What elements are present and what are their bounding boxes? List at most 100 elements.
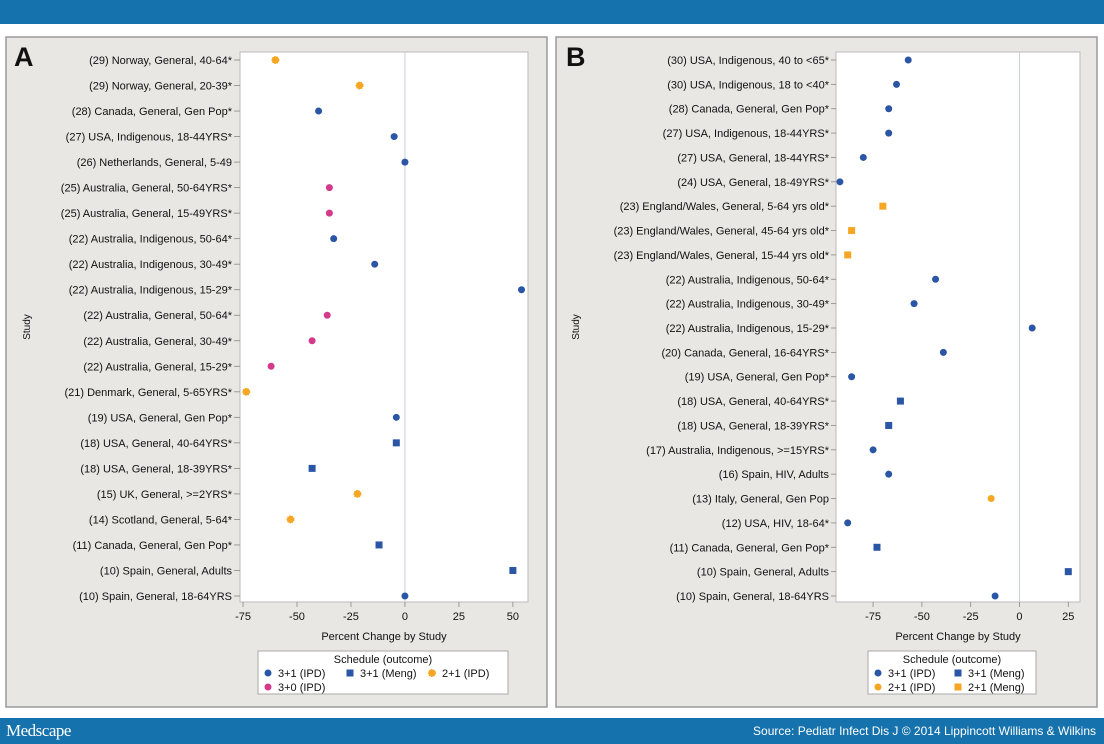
x-tick-label: -25 xyxy=(343,611,359,623)
x-tick-label: 25 xyxy=(453,611,465,623)
study-label: (22) Australia, General, 15-29* xyxy=(83,361,232,373)
x-tick-label: 25 xyxy=(1062,611,1074,623)
study-label: (25) Australia, General, 50-64YRS* xyxy=(61,183,233,195)
study-label: (23) England/Wales, General, 45-64 yrs o… xyxy=(614,226,830,238)
x-tick-label: -50 xyxy=(914,611,930,623)
study-label: (17) Australia, Indigenous, >=15YRS* xyxy=(646,445,830,457)
data-point xyxy=(353,489,362,498)
study-label: (28) Canada, General, Gen Pop* xyxy=(669,104,830,116)
study-label: (30) USA, Indigenous, 18 to <40* xyxy=(667,79,829,91)
plot-area xyxy=(239,51,529,603)
x-tick-label: 0 xyxy=(1016,611,1022,623)
study-label: (24) USA, General, 18-49YRS* xyxy=(677,177,829,189)
study-label: (10) Spain, General, 18-64YRS xyxy=(79,591,232,603)
study-label: (10) Spain, General, Adults xyxy=(100,565,233,577)
data-point xyxy=(885,129,893,137)
x-tick-label: -50 xyxy=(289,611,305,623)
data-point xyxy=(885,470,893,478)
data-point xyxy=(267,362,275,370)
data-point xyxy=(392,413,400,421)
data-point xyxy=(355,81,364,90)
legend-label: 2+1 (IPD) xyxy=(888,682,935,694)
data-point xyxy=(844,519,852,527)
study-label: (27) USA, Indigenous, 18-44YRS* xyxy=(663,128,830,140)
study-label: (19) USA, General, Gen Pop* xyxy=(685,372,830,384)
study-label: (22) Australia, Indigenous, 15-29* xyxy=(69,285,233,297)
study-label: (16) Spain, HIV, Adults xyxy=(719,469,830,481)
x-axis-title: Percent Change by Study xyxy=(321,631,447,643)
study-label: (15) UK, General, >=2YRS* xyxy=(97,489,233,501)
legend-title: Schedule (outcome) xyxy=(334,654,432,666)
panel-a: A (29) Norway, General, 40-64* (29) Norway… xyxy=(5,36,548,708)
study-label: (19) USA, General, Gen Pop* xyxy=(88,412,233,424)
y-axis-title: Study xyxy=(571,314,582,340)
data-point xyxy=(518,286,526,294)
data-point xyxy=(315,107,323,115)
study-label: (23) England/Wales, General, 5-64 yrs ol… xyxy=(620,201,830,213)
data-point xyxy=(509,566,517,574)
data-point xyxy=(271,56,280,64)
data-point xyxy=(910,300,918,308)
legend-marker xyxy=(954,683,962,691)
study-label: (11) Canada, General, Gen Pop* xyxy=(670,542,830,554)
data-point xyxy=(939,348,947,356)
legend-label: 3+0 (IPD) xyxy=(278,682,325,694)
medscape-logo: Medscape xyxy=(6,721,71,740)
data-point xyxy=(896,397,904,405)
study-label: (29) Norway, General, 40-64* xyxy=(89,55,233,67)
bottom-banner: Medscape Source: Pediatr Infect Dis J © … xyxy=(0,718,1104,744)
x-tick-label: 0 xyxy=(402,611,408,623)
data-point xyxy=(401,592,409,600)
x-tick-label: -75 xyxy=(235,611,251,623)
data-point xyxy=(325,184,333,192)
legend-title: Schedule (outcome) xyxy=(903,654,1001,666)
data-point xyxy=(879,202,887,210)
data-point xyxy=(390,133,398,141)
data-point xyxy=(375,541,383,549)
plot-area xyxy=(835,51,1081,603)
panel-letter: B xyxy=(566,42,586,72)
top-banner xyxy=(0,0,1104,24)
data-point xyxy=(325,209,333,217)
data-point xyxy=(885,105,893,113)
legend-marker xyxy=(346,669,354,677)
study-label: (22) Australia, General, 50-64* xyxy=(83,310,232,322)
legend-label: 2+1 (IPD) xyxy=(442,668,489,680)
study-label: (18) USA, General, 40-64YRS* xyxy=(80,438,232,450)
legend-label: 2+1 (Meng) xyxy=(968,682,1025,694)
study-label: (14) Scotland, General, 5-64* xyxy=(89,514,233,526)
legend: Schedule (outcome) 3+1 (IPD) 3+1 (Meng) 2+1… xyxy=(257,650,509,695)
study-label: (10) Spain, General, 18-64YRS xyxy=(676,591,829,603)
legend-marker xyxy=(264,669,272,677)
panel-letter: A xyxy=(14,42,34,72)
study-label: (22) Australia, Indigenous, 30-49* xyxy=(666,299,830,311)
data-point xyxy=(873,543,881,551)
x-axis-title: Percent Change by Study xyxy=(895,631,1021,643)
study-label: (22) Australia, Indigenous, 15-29* xyxy=(666,323,830,335)
study-label: (18) USA, General, 18-39YRS* xyxy=(80,463,232,475)
legend-marker xyxy=(954,669,962,677)
legend: Schedule (outcome) 3+1 (IPD) 3+1 (Meng) 2+1… xyxy=(867,650,1037,695)
legend-marker xyxy=(264,683,272,691)
legend-marker xyxy=(428,669,436,677)
study-label: (27) USA, Indigenous, 18-44YRS* xyxy=(66,132,233,144)
data-point xyxy=(836,178,844,186)
data-point xyxy=(869,446,877,454)
data-point xyxy=(242,387,251,396)
source-citation: Source: Pediatr Infect Dis J © 2014 Lipp… xyxy=(753,724,1096,738)
x-tick-label: -75 xyxy=(865,611,881,623)
study-label: (22) Australia, Indigenous, 50-64* xyxy=(69,234,233,246)
legend-label: 3+1 (Meng) xyxy=(360,668,417,680)
study-label: (13) Italy, General, Gen Pop xyxy=(692,494,829,506)
study-label: (28) Canada, General, Gen Pop* xyxy=(72,106,233,118)
study-label: (25) Australia, General, 15-49YRS* xyxy=(61,208,233,220)
data-point xyxy=(844,251,852,259)
study-label: (27) USA, General, 18-44YRS* xyxy=(677,152,829,164)
study-label: (10) Spain, General, Adults xyxy=(697,567,830,579)
data-point xyxy=(401,158,409,166)
study-label: (11) Canada, General, Gen Pop* xyxy=(73,540,233,552)
data-point xyxy=(330,235,338,243)
legend-frame xyxy=(257,650,509,695)
data-point xyxy=(308,337,316,345)
